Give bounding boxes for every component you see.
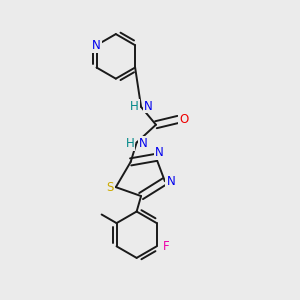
Text: H: H	[125, 137, 134, 150]
Text: N: N	[92, 39, 101, 52]
Text: N: N	[139, 137, 148, 150]
Text: N: N	[167, 175, 175, 188]
Text: N: N	[143, 100, 152, 112]
Text: N: N	[155, 146, 164, 160]
Text: O: O	[179, 113, 189, 126]
Text: F: F	[163, 240, 170, 253]
Text: S: S	[106, 181, 114, 194]
Text: H: H	[130, 100, 139, 112]
